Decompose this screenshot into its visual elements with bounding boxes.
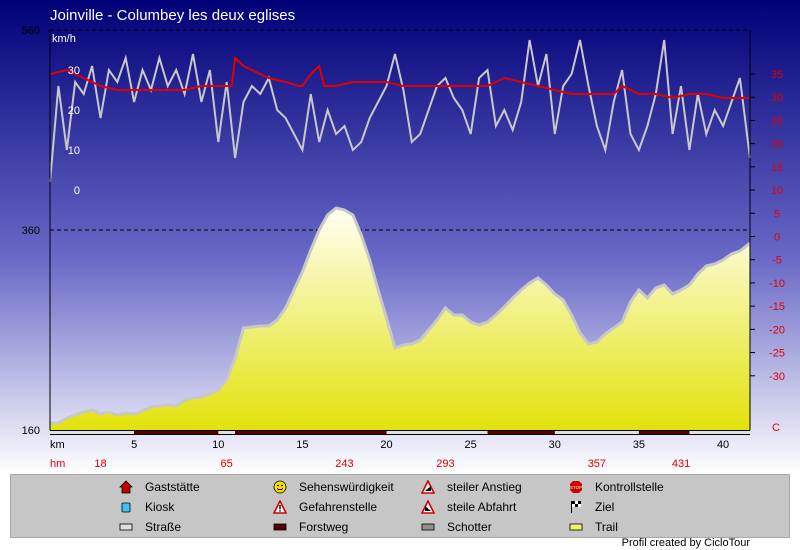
trail-swatch-icon (569, 520, 589, 534)
gradient-tick-label: 30 (771, 92, 783, 104)
legend-label: steile Abfahrt (447, 500, 517, 514)
km-tick-label: 20 (380, 439, 392, 451)
km-tick-label: 5 (131, 439, 137, 451)
speed-unit-label: km/h (52, 33, 76, 45)
km-unit-label: km (50, 439, 65, 451)
altitude-tick-label: 560 (22, 25, 40, 37)
surface-segment (554, 431, 639, 434)
hm-unit-label: hm (50, 458, 65, 470)
legend-label: Sehenswürdigkeit (299, 480, 394, 494)
legend-label: Gefahrenstelle (299, 500, 378, 514)
hm-value-label: 65 (221, 458, 233, 470)
surface-segment (134, 431, 219, 434)
legend-item: Kiosk (119, 499, 174, 515)
legend-item: steiler Anstieg (421, 479, 522, 495)
warning-up-icon (421, 480, 441, 494)
surface-segment (487, 431, 555, 434)
gradient-tick-label: 25 (771, 115, 783, 127)
speed-tick-label: 20 (68, 105, 80, 117)
km-tick-label: 35 (633, 439, 645, 451)
gradient-tick-label: -15 (769, 301, 785, 313)
gradient-tick-label: 0 (774, 232, 780, 244)
speed-line (49, 39, 751, 183)
surface-segment (235, 431, 303, 434)
gradient-tick-label: -30 (769, 371, 785, 383)
legend-item: Straße (119, 519, 181, 535)
legend-label: Ziel (595, 500, 615, 514)
speed-tick-label: 30 (68, 65, 80, 77)
legend-label: Gaststätte (145, 480, 200, 494)
gradient-tick-label: 10 (771, 185, 783, 197)
legend-item: Gaststätte (119, 479, 200, 495)
gradient-tick-label: -5 (772, 255, 782, 267)
profile-chart: Joinville - Columbey les deux eglises 16… (0, 0, 800, 474)
hm-value-label: 18 (94, 458, 106, 470)
legend-label: Kiosk (145, 500, 175, 514)
legend-label: Trail (595, 520, 618, 534)
speed-tick-label: 0 (74, 185, 80, 197)
road-swatch-icon (119, 520, 139, 534)
elevation-outline (50, 206, 751, 425)
km-tick-label: 40 (717, 439, 729, 451)
cup-icon (119, 500, 139, 514)
hm-value-label: 243 (335, 458, 353, 470)
gravel-swatch-icon (421, 520, 441, 534)
altitude-tick-label: 160 (22, 425, 40, 437)
legend-label: steiler Anstieg (447, 480, 522, 494)
svg-text:STOP: STOP (570, 485, 582, 490)
legend: Gaststätte Sehenswürdigkeit steiler Anstie… (10, 474, 790, 538)
gradient-tick-label: 5 (774, 208, 780, 220)
km-tick-label: 15 (296, 439, 308, 451)
legend-item: Schotter (421, 519, 492, 535)
legend-label: Straße (145, 520, 182, 534)
legend-item: STOP Kontrollstelle (569, 479, 664, 495)
surface-segment (689, 431, 750, 434)
surface-segment (218, 431, 236, 434)
gradient-tick-label: -25 (769, 348, 785, 360)
legend-item: Ziel (569, 499, 614, 515)
gradient-tick-label: 15 (771, 162, 783, 174)
elevation-area (50, 208, 750, 430)
hm-value-label: 293 (436, 458, 454, 470)
altitude-tick-label: 360 (22, 225, 40, 237)
legend-item: Forstweg (273, 519, 348, 535)
surface-segment (638, 431, 690, 434)
gradient-tick-label: -10 (769, 278, 785, 290)
legend-label: Forstweg (299, 520, 349, 534)
legend-item: Gefahrenstelle (273, 499, 377, 515)
km-tick-label: 25 (465, 439, 477, 451)
surface-segment (302, 431, 387, 434)
gradient-tick-label: 35 (771, 69, 783, 81)
forest-road-swatch-icon (273, 520, 293, 534)
legend-item: steile Abfahrt (421, 499, 516, 515)
finish-flag-icon (569, 500, 589, 514)
warning-icon (273, 500, 293, 514)
average-speed-line (49, 55, 750, 100)
hm-value-label: 431 (672, 458, 690, 470)
surface-segment (50, 431, 135, 434)
hm-value-label: 357 (588, 458, 606, 470)
chart-title: Joinville - Columbey les deux eglises (50, 7, 295, 24)
gradient-tick-label: -20 (769, 324, 785, 336)
gradient-unit-label: C (772, 422, 780, 434)
gradient-tick-label: 20 (771, 139, 783, 151)
legend-label: Schotter (447, 520, 492, 534)
km-tick-label: 30 (549, 439, 561, 451)
house-icon (119, 480, 139, 494)
smiley-icon (273, 480, 293, 494)
legend-item: Trail (569, 519, 618, 535)
speed-tick-label: 10 (68, 145, 80, 157)
credit-text: Profil created by CicloTour (621, 537, 750, 549)
legend-label: Kontrollstelle (595, 480, 664, 494)
warning-down-icon (421, 500, 441, 514)
stop-icon: STOP (569, 480, 589, 494)
km-tick-label: 10 (212, 439, 224, 451)
surface-segment (386, 431, 488, 434)
legend-item: Sehenswürdigkeit (273, 479, 394, 495)
